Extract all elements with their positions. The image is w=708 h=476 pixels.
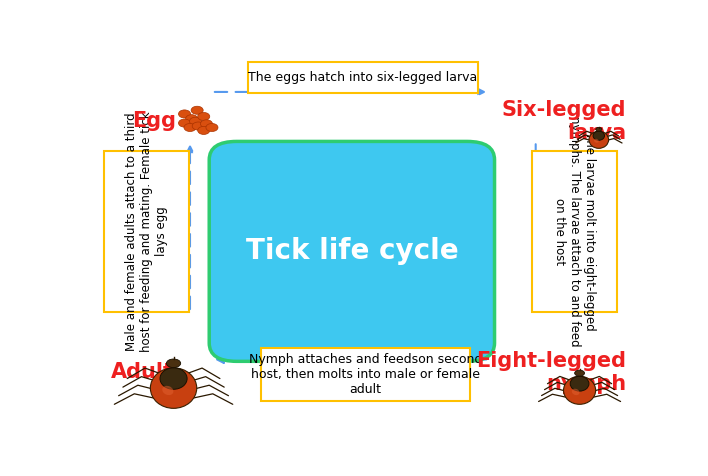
Ellipse shape — [594, 139, 599, 143]
Ellipse shape — [589, 131, 609, 149]
Circle shape — [184, 123, 196, 131]
Circle shape — [206, 123, 218, 131]
Text: Six-legged
larva: Six-legged larva — [502, 99, 626, 143]
Circle shape — [198, 112, 210, 120]
Ellipse shape — [570, 376, 589, 391]
Circle shape — [190, 117, 202, 125]
FancyBboxPatch shape — [248, 62, 478, 93]
Ellipse shape — [162, 386, 173, 395]
Ellipse shape — [593, 131, 605, 140]
Ellipse shape — [166, 359, 181, 367]
Text: Eight-legged
nymph: Eight-legged nymph — [476, 351, 626, 394]
Ellipse shape — [572, 389, 580, 395]
Circle shape — [178, 119, 190, 127]
FancyBboxPatch shape — [103, 150, 188, 312]
FancyBboxPatch shape — [261, 347, 470, 401]
Ellipse shape — [575, 370, 585, 376]
Ellipse shape — [564, 376, 595, 404]
Text: Nymph attaches and feedson second
host, then molts into male or female
adult: Nymph attaches and feedson second host, … — [249, 353, 482, 396]
Circle shape — [198, 127, 210, 134]
FancyBboxPatch shape — [532, 150, 617, 312]
Text: Adult: Adult — [110, 362, 173, 382]
Text: The eggs hatch into six-legged larva: The eggs hatch into six-legged larva — [249, 71, 477, 84]
Circle shape — [185, 115, 198, 123]
Ellipse shape — [150, 368, 197, 408]
Ellipse shape — [595, 128, 602, 131]
FancyBboxPatch shape — [210, 141, 494, 361]
Text: Male and female adults attach to a third
host for feeding and mating. Female tic: Male and female adults attach to a third… — [125, 111, 168, 352]
Circle shape — [192, 122, 205, 130]
Circle shape — [200, 120, 212, 128]
Text: The larvae molt into eight-legged
nymphs. The larvae attach to and feed
on the h: The larvae molt into eight-legged nymphs… — [553, 116, 595, 347]
Circle shape — [178, 110, 190, 118]
Text: Tick life cycle: Tick life cycle — [246, 238, 458, 266]
Circle shape — [191, 106, 203, 114]
Text: Egg: Egg — [132, 111, 176, 131]
Ellipse shape — [160, 368, 187, 389]
